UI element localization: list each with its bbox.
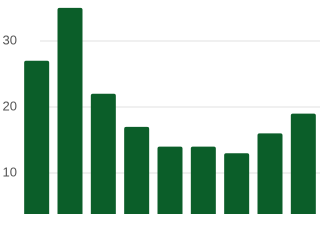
y-tick-label: 30 (3, 32, 17, 47)
bar (90, 93, 116, 214)
bar (290, 113, 316, 214)
bar (24, 60, 50, 214)
y-tick-label: 20 (3, 98, 17, 113)
bar (124, 126, 150, 214)
chart: 10 20 30 (3, 7, 320, 214)
bar (157, 146, 183, 214)
bar (190, 146, 216, 214)
bar (57, 7, 83, 214)
bar (224, 153, 250, 214)
y-tick-label: 10 (3, 164, 17, 179)
bar (257, 133, 283, 214)
